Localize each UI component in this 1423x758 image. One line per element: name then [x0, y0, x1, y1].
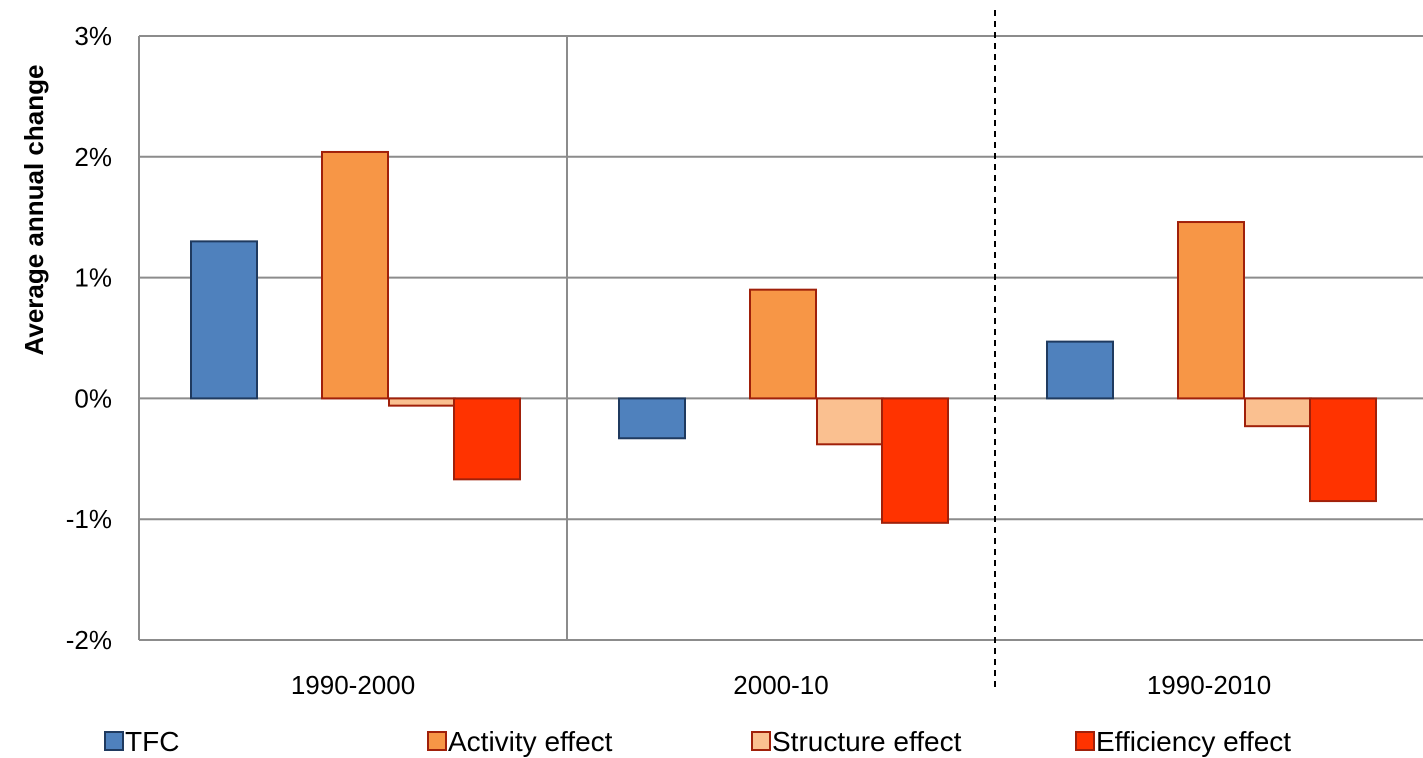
bar-structure-effect: [1244, 397, 1312, 428]
y-axis-title: Average annual change: [19, 65, 49, 356]
bar-efficiency-effect: [1309, 397, 1377, 503]
bar-activity-effect: [749, 288, 817, 400]
bar-tfc: [1046, 340, 1114, 400]
category-label: 1990-2000: [291, 670, 415, 700]
bar-activity-effect: [321, 150, 389, 400]
legend-swatch: [427, 731, 447, 751]
bar-activity-effect: [1177, 221, 1245, 400]
y-tick-label: -1%: [66, 504, 112, 534]
category-label: 2000-10: [733, 670, 828, 700]
legend-swatch: [751, 731, 771, 751]
bar-tfc: [618, 397, 686, 440]
bar-tfc: [190, 240, 258, 400]
legend-label: Efficiency effect: [1096, 726, 1291, 757]
y-tick-label: 0%: [74, 383, 112, 413]
legend-label: Structure effect: [772, 726, 962, 757]
legend-swatch: [104, 731, 124, 751]
bar-efficiency-effect: [881, 397, 949, 524]
y-tick-label: 2%: [74, 142, 112, 172]
y-tick-label: -2%: [66, 625, 112, 655]
category-labels: 1990-2000 2000-10 1990-2010: [291, 670, 1271, 700]
bar-efficiency-effect: [453, 397, 521, 481]
legend: TFC Activity effect Structure effect Effici…: [104, 726, 1291, 757]
bars: [190, 150, 1377, 524]
category-label: 1990-2010: [1147, 670, 1271, 700]
legend-swatch: [1075, 731, 1095, 751]
y-tick-label: 3%: [74, 21, 112, 51]
legend-label: TFC: [125, 726, 179, 757]
legend-label: Activity effect: [448, 726, 613, 757]
y-tick-labels: 3% 2% 1% 0% -1% -2%: [66, 21, 112, 655]
bar-structure-effect: [388, 397, 456, 407]
y-tick-label: 1%: [74, 263, 112, 293]
bar-structure-effect: [816, 397, 884, 446]
